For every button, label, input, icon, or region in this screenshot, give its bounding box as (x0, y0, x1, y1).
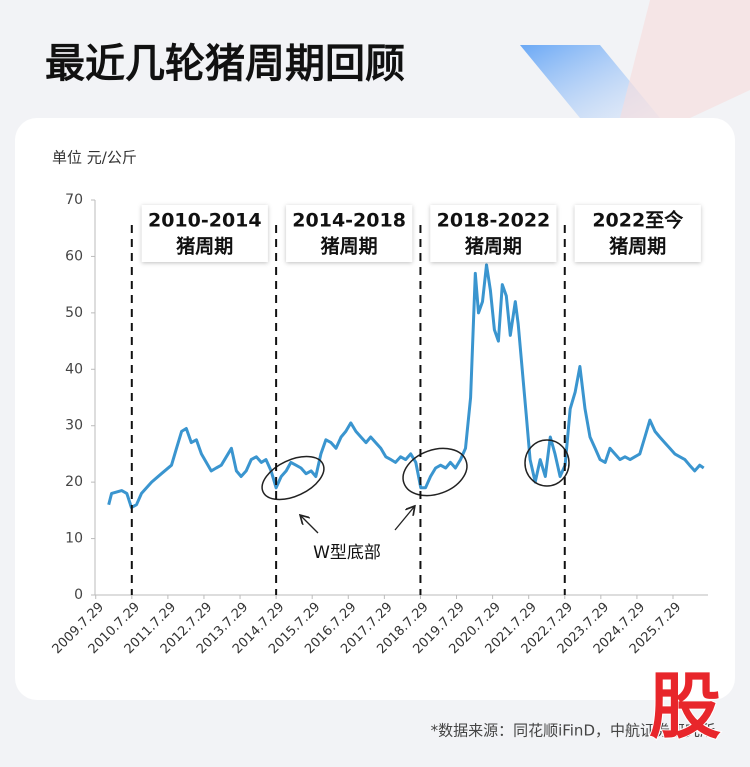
price-line (107, 263, 705, 509)
highlight-ellipse (524, 439, 570, 487)
y-unit-label: 单位 元/公斤 (52, 149, 137, 167)
annotation-text: 2018-2022 (437, 210, 551, 232)
y-tick-label: 10 (65, 531, 83, 547)
arrow (301, 516, 319, 534)
highlight-ellipse (402, 447, 468, 497)
annotation-text: 2022至今 (592, 209, 683, 232)
annotation-box (141, 205, 268, 262)
card (15, 118, 735, 700)
y-tick-label: 30 (65, 418, 83, 434)
logo: 股 (649, 665, 721, 749)
source-note: *数据来源：同花顺iFinD，中航证券研究所 (431, 722, 715, 740)
annotation-box (286, 205, 413, 262)
annotation-text: 2010-2014 (148, 210, 262, 232)
y-tick-label: 60 (65, 248, 83, 264)
highlight-ellipse (261, 455, 325, 501)
annotation-box (430, 205, 557, 262)
annotation-text: 猪周期 (464, 236, 522, 258)
annotation-text: 2014-2018 (292, 210, 406, 232)
arrow (394, 507, 414, 531)
y-tick-label: 70 (65, 192, 83, 208)
annotation-box (574, 205, 701, 262)
annotation-text: 猪周期 (320, 236, 378, 258)
page-title: 最近几轮猪周期回顾 (45, 41, 405, 87)
y-tick-label: 0 (74, 587, 83, 603)
annotation-text: 猪周期 (175, 236, 233, 258)
callout-label: W型底部 (313, 543, 381, 563)
decor-shape (620, 0, 750, 118)
y-tick-label: 40 (65, 361, 83, 377)
y-tick-label: 20 (65, 474, 83, 490)
annotation-text: 猪周期 (608, 236, 666, 258)
y-tick-label: 50 (65, 305, 83, 321)
